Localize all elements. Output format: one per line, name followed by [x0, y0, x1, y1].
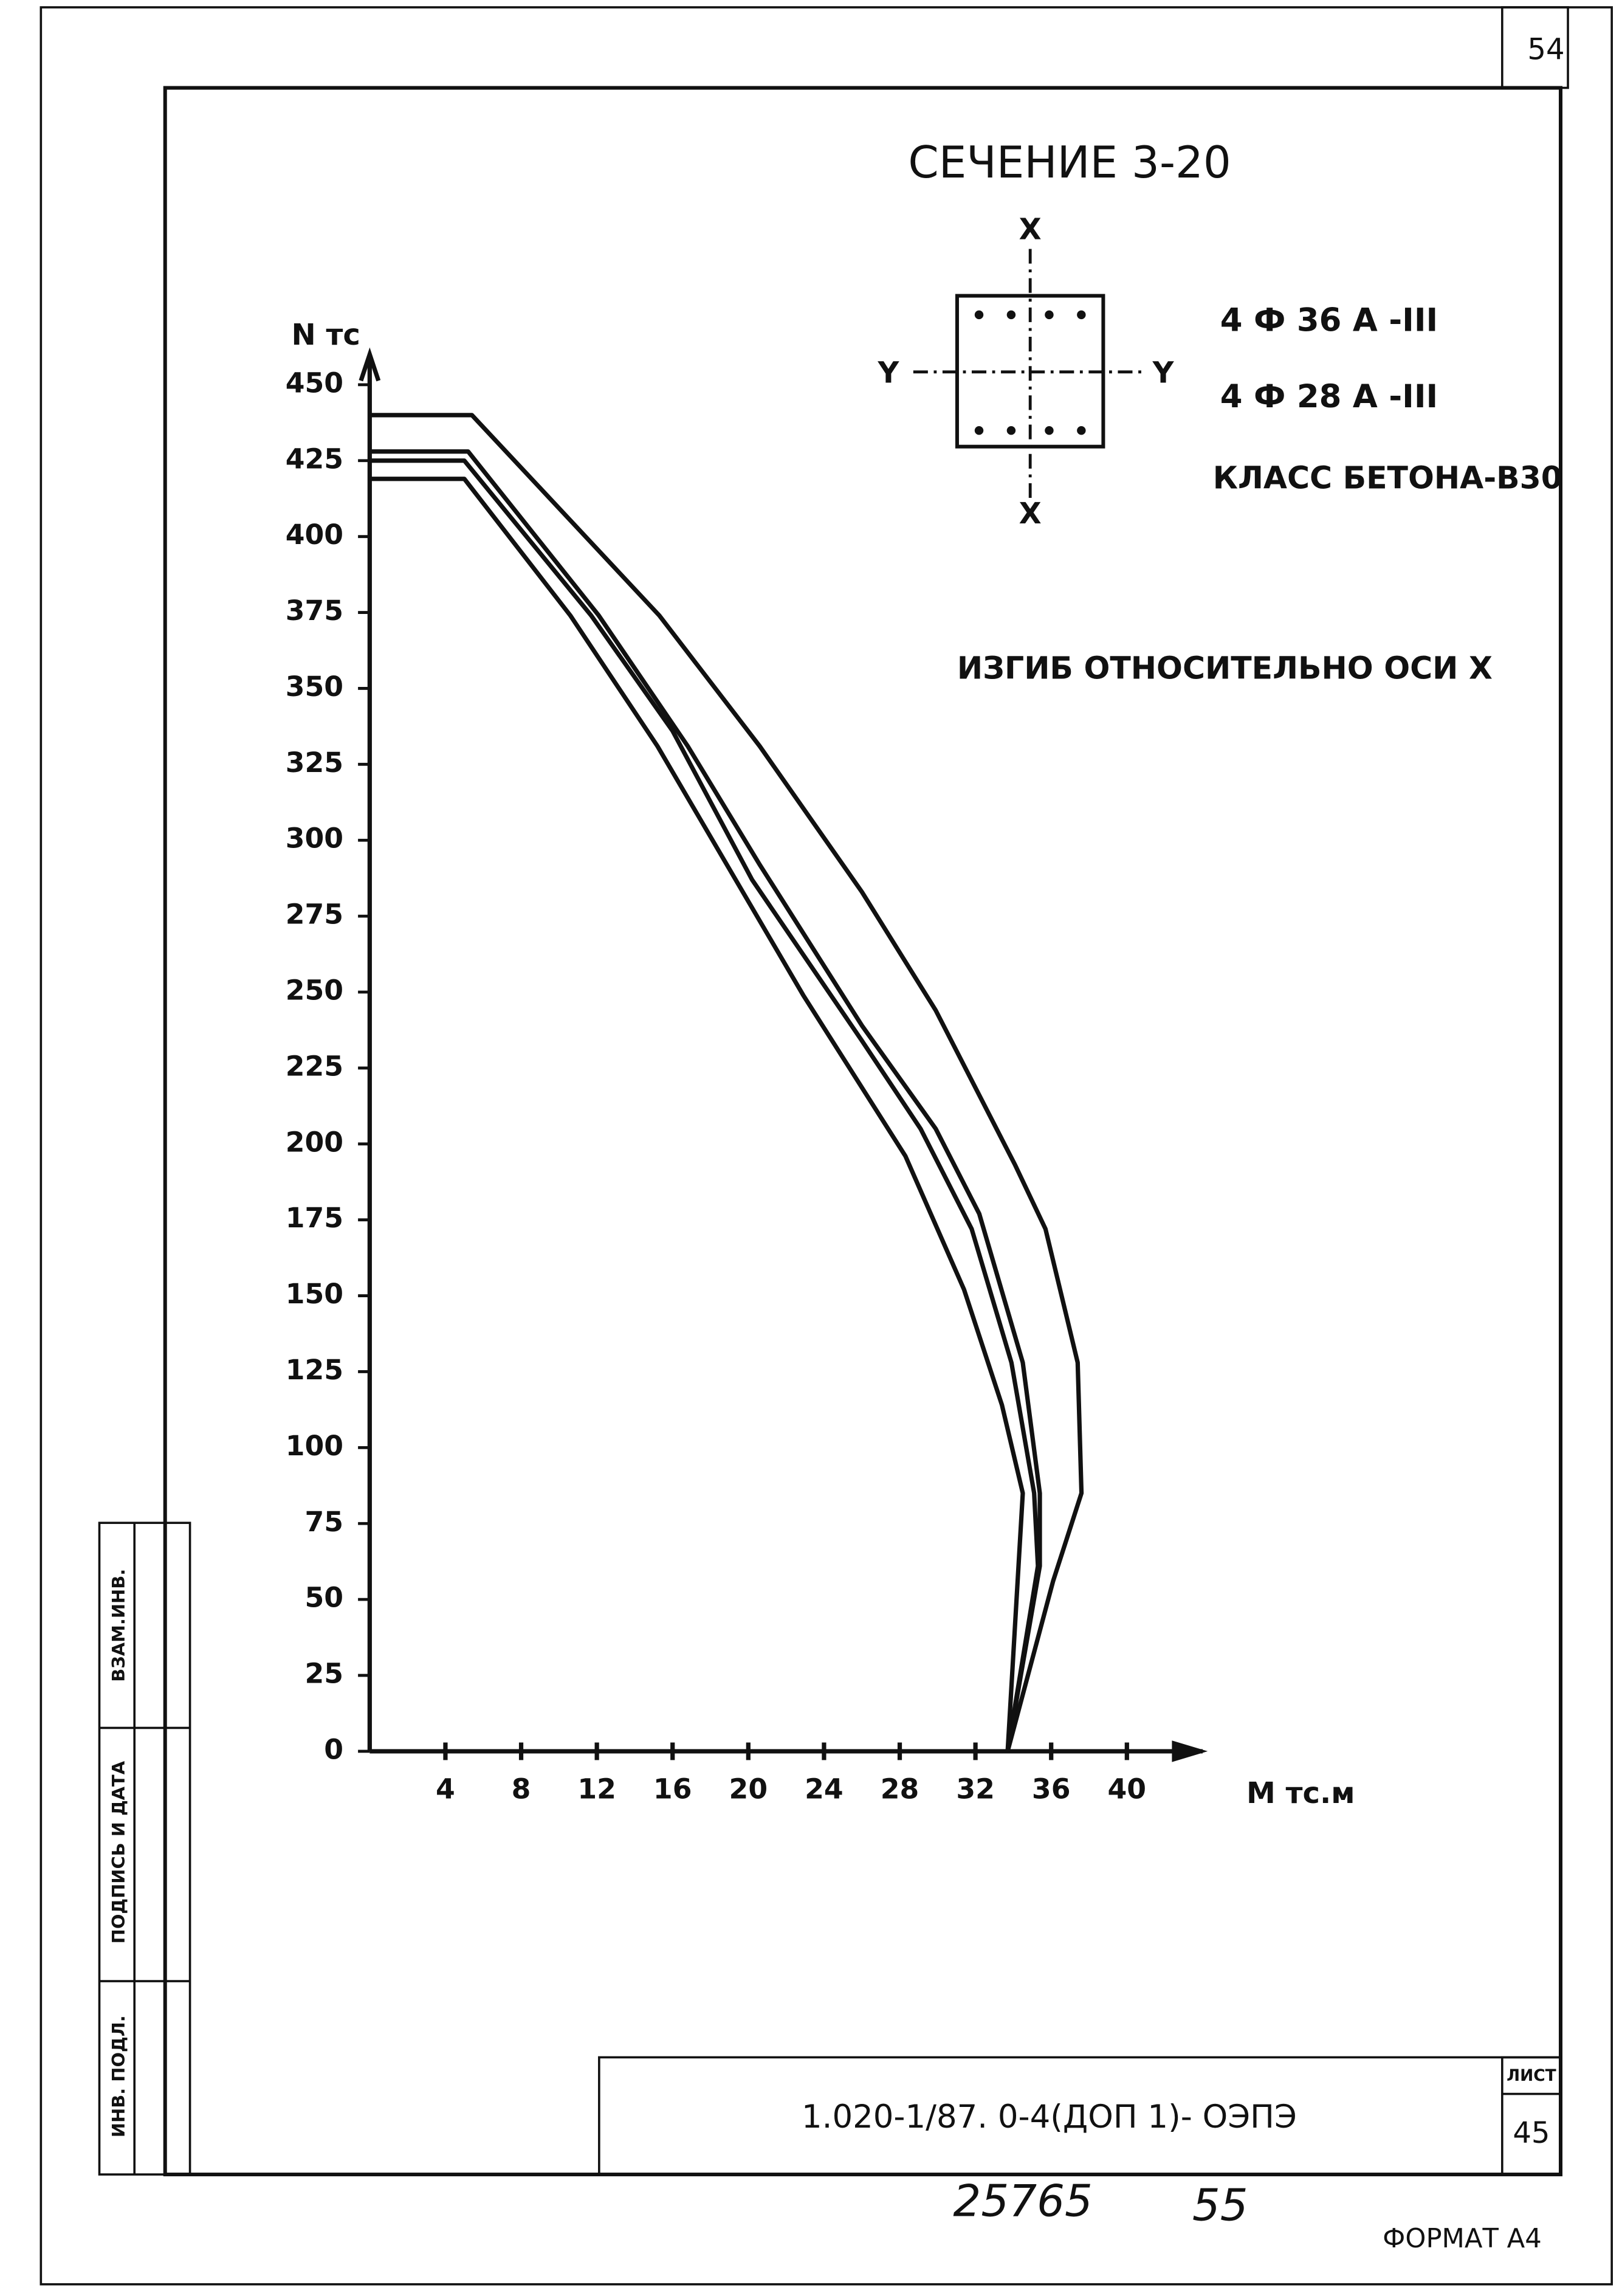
sheet-number: 45 — [1513, 2116, 1550, 2150]
y-tick-label: 350 — [286, 671, 343, 703]
y-tick-label: 400 — [286, 519, 343, 551]
reinforcement: 4 Ф 36 А -III — [1220, 302, 1438, 339]
section-axis-label: X — [1019, 213, 1042, 247]
y-tick-label: 25 — [304, 1658, 343, 1690]
y-tick-label: 175 — [286, 1202, 343, 1234]
y-tick-label: 300 — [286, 822, 343, 855]
annotation: ИЗГИБ ОТНОСИТЕЛЬНО ОСИ X — [957, 650, 1493, 686]
y-tick-label: 275 — [286, 898, 343, 931]
y-axis-label: N тс — [292, 318, 360, 352]
concrete-class: КЛАСС БЕТОНА-В30 — [1213, 460, 1562, 496]
rebar-dots — [974, 310, 1086, 435]
y-tick-label: 100 — [286, 1430, 343, 1462]
y-tick-label: 375 — [286, 595, 343, 627]
y-tick-label: 200 — [286, 1126, 343, 1158]
section-axis-label: Y — [878, 356, 900, 390]
side-stamp — [98, 1522, 191, 2176]
x-tick-label: 16 — [653, 1773, 692, 1805]
x-tick-label: 32 — [956, 1773, 995, 1805]
stamp-text: ВЗАМ.ИНВ. — [108, 1569, 129, 1682]
x-axis-arrow — [1172, 1740, 1208, 1762]
section-axis-label: Y — [1152, 356, 1175, 390]
outer-border — [40, 6, 1613, 2286]
format-label: ФОРМАТ А4 — [1383, 2224, 1542, 2254]
reinforcement: 4 Ф 28 А -III — [1220, 378, 1438, 415]
y-tick-label: 425 — [286, 443, 343, 475]
x-tick-label: 8 — [512, 1773, 531, 1805]
y-tick-label: 225 — [286, 1050, 343, 1082]
sheet-label: ЛИСТ — [1507, 2066, 1556, 2085]
stamp-text: ПОДПИСЬ И ДАТА — [108, 1760, 129, 1943]
y-tick-label: 450 — [286, 367, 343, 399]
chart-title: СЕЧЕНИЕ 3-20 — [908, 137, 1231, 188]
sheet-box — [1501, 2056, 1562, 2176]
series-line — [369, 458, 1040, 1752]
y-tick-label: 50 — [304, 1582, 343, 1614]
page-number-box — [1501, 6, 1569, 89]
y-axis-arrow — [359, 347, 381, 382]
x-tick-label: 28 — [881, 1773, 919, 1805]
x-tick-label: 12 — [577, 1773, 616, 1805]
x-tick-label: 36 — [1032, 1773, 1071, 1805]
y-tick-label: 150 — [286, 1278, 343, 1310]
y-tick-label: 125 — [286, 1354, 343, 1386]
x-tick-label: 20 — [729, 1773, 768, 1805]
y-tick-label: 250 — [286, 974, 343, 1006]
x-tick-label: 40 — [1108, 1773, 1147, 1805]
y-tick-label: 325 — [286, 746, 343, 779]
stamp-text: ИНВ. ПОДЛ. — [108, 2015, 129, 2137]
page-number: 54 — [1527, 32, 1564, 66]
section-axis-label: X — [1019, 497, 1042, 531]
designation: 1.020-1/87. 0-4(ДОП 1)- ОЭПЭ — [802, 2098, 1297, 2136]
x-tick-label: 24 — [805, 1773, 844, 1805]
x-tick-label: 4 — [436, 1773, 455, 1805]
handwritten-number: 25765 — [953, 2176, 1092, 2227]
series-line — [369, 477, 1025, 1752]
handwritten-number: 55 — [1192, 2180, 1248, 2231]
series-line — [369, 413, 1084, 1752]
y-tick-label: 0 — [324, 1733, 343, 1765]
y-tick-label: 75 — [304, 1506, 343, 1538]
x-axis-label: M тс.м — [1246, 1776, 1355, 1810]
series-line — [369, 449, 1042, 1752]
